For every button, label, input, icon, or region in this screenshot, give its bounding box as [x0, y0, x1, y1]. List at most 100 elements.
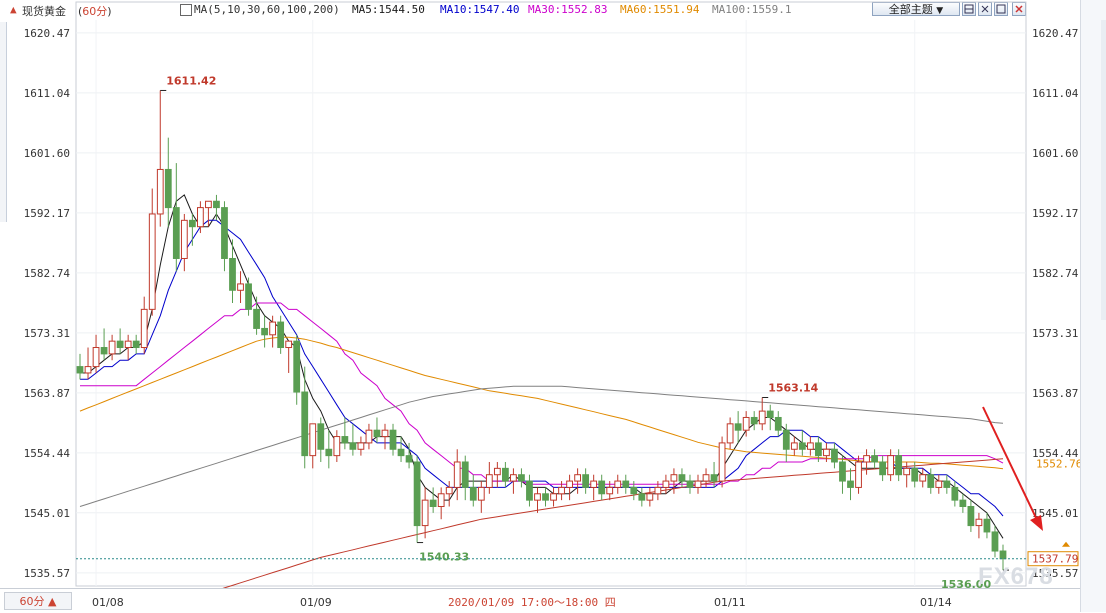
candle-body-down [895, 455, 903, 476]
y-tick-label: 1601.60 [24, 147, 70, 160]
candle-body-down [911, 467, 919, 482]
candle-body-down [815, 442, 822, 457]
crosshair-time-label: 2020/01/09 17:00～18:00 四 [448, 596, 616, 609]
candle-body-up [534, 493, 541, 501]
candle-body-down [678, 474, 686, 482]
y-tick-label: 1554.44 [24, 447, 71, 460]
candle-body-down [76, 366, 84, 374]
candle-body-down [991, 531, 999, 552]
candle-body-up [381, 429, 389, 438]
candle-body-down [959, 499, 967, 508]
trend-arrow [982, 406, 1039, 523]
watermark-logo: FX678 [978, 563, 1054, 590]
candle-body-up [975, 518, 983, 527]
candle-body-down [164, 168, 172, 209]
candle-body-up [180, 219, 188, 259]
candle-body-up [550, 493, 557, 501]
price-annotation: 1563.14 [768, 382, 818, 395]
current-price-label: 1537.79 [1032, 553, 1078, 566]
x-tick-label: 01/14 [920, 596, 952, 609]
y-tick-label-right: 1545.01 [1032, 507, 1078, 520]
price-annotation: 1536.00 [941, 578, 991, 588]
symbol-name: 现货黄金 [22, 5, 66, 18]
candle-body-up [806, 442, 814, 450]
candle-body-up [566, 480, 573, 488]
y-tick-label: 1535.57 [24, 567, 70, 580]
candle-body-down [253, 308, 260, 329]
ma10-line [80, 219, 1004, 517]
candle-body-down [341, 436, 349, 444]
candle-body-down [598, 480, 606, 495]
candle-body-down [261, 327, 268, 336]
chart-settings-icon[interactable] [962, 2, 976, 16]
y-tick-label-right: 1592.17 [1032, 207, 1078, 220]
candle-body-down [927, 474, 935, 488]
right-side-strip [1101, 20, 1106, 320]
candle-body-up [694, 480, 702, 488]
candle-body-down [100, 347, 108, 355]
candle-body-up [662, 480, 670, 488]
left-tab-strip[interactable] [0, 22, 7, 222]
candle-body-down [389, 429, 397, 450]
ma-params-label: MA(5,10,30,60,100,200) [194, 3, 340, 16]
ma200-line [222, 458, 1004, 588]
candle-body-up [574, 474, 582, 482]
y-tick-label-right: 1601.60 [1032, 147, 1078, 160]
y-tick-label-right: 1554.44 [1032, 447, 1079, 460]
candle-body-down [245, 283, 252, 310]
candle-body-up [108, 340, 116, 355]
candle-body-up [477, 486, 485, 501]
candle-body-down [116, 340, 124, 349]
ma100-line [79, 385, 1004, 507]
candle-body-down [766, 410, 774, 418]
candle-body-up [654, 486, 662, 495]
y-tick-label-right: 1620.47 [1032, 27, 1078, 40]
ma60-end-label: 1552.76 [1036, 458, 1080, 471]
y-tick-label: 1592.17 [24, 207, 70, 220]
candle-body-up [92, 347, 100, 368]
ma-toggle-icon[interactable] [180, 4, 192, 16]
candle-body-down [710, 474, 718, 482]
candle-body-up [919, 474, 927, 482]
candle-body-down [879, 461, 886, 476]
candle-body-up [485, 474, 493, 488]
candle-body-down [839, 461, 846, 482]
period-label: (60分) [78, 5, 112, 18]
x-tick-label: 01/08 [92, 596, 124, 609]
candle-body-up [84, 366, 92, 374]
candle-body-down [750, 416, 758, 425]
chevron-down-icon: ▼ [936, 6, 944, 16]
candle-body-down [461, 461, 469, 488]
candle-body-up [237, 283, 244, 291]
candle-body-down [469, 486, 477, 501]
y-tick-label: 1611.04 [24, 87, 71, 100]
period-selector[interactable]: 60分 ▲ [4, 592, 72, 610]
candle-body-down [429, 499, 437, 508]
candle-body-up [590, 480, 598, 488]
candle-body-up [646, 493, 654, 501]
candle-body-down [397, 448, 405, 457]
candle-body-down [221, 207, 228, 259]
redraw-icon[interactable] [978, 2, 992, 16]
candle-body-up [887, 455, 895, 476]
candlestick-chart[interactable]: 1620.47 1611.04 1601.60 1592.17 1582.74 1573.… [0, 0, 1080, 588]
ma100-value: MA100:1559.1 [712, 3, 792, 16]
candle-body-up [935, 480, 943, 488]
candle-body-up [357, 442, 365, 450]
candle-body-up [333, 436, 341, 457]
candle-body-down [734, 423, 742, 431]
candle-body-up [445, 486, 453, 495]
ma60-line [79, 336, 1004, 470]
candle-body-down [967, 506, 975, 527]
y-tick-label-right: 1535.57 [1032, 567, 1078, 580]
theme-select-label: 全部主题 [888, 3, 933, 16]
candle-body-down [526, 480, 533, 501]
candle-body-down [999, 550, 1007, 560]
candle-body-down [349, 442, 357, 450]
candle-body-up [365, 429, 373, 444]
candle-body-up [903, 467, 911, 476]
current-price-marker-icon: ▲ [10, 3, 17, 16]
candle-body-up [197, 207, 204, 228]
candle-body-up [205, 200, 212, 209]
candle-body-up [702, 474, 710, 482]
